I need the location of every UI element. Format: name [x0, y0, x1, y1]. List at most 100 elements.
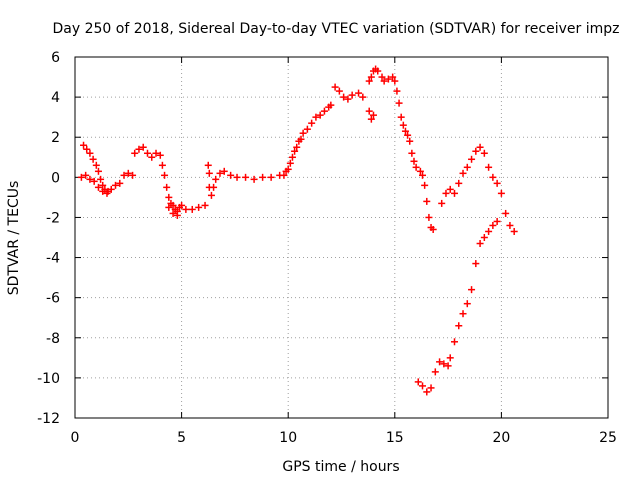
data-point-117	[419, 382, 427, 390]
x-tick-label-2: 10	[279, 430, 297, 446]
chart-title: Day 250 of 2018, Sidereal Day-to-day VTE…	[53, 21, 620, 37]
data-point-57	[242, 173, 250, 181]
y-tick-label-5: -2	[46, 210, 60, 226]
data-point-4	[94, 183, 102, 191]
data-point-142	[463, 163, 471, 171]
data-point-74	[280, 171, 288, 179]
data-point-140	[455, 179, 463, 187]
data-point-27	[148, 153, 156, 161]
x-tick-label-4: 20	[492, 430, 510, 446]
data-point-10	[120, 171, 128, 179]
data-point-2	[86, 175, 94, 183]
data-point-123	[444, 362, 452, 370]
data-point-107	[419, 171, 427, 179]
data-point-59	[259, 173, 267, 181]
data-point-138	[446, 185, 454, 193]
data-point-148	[489, 173, 497, 181]
data-point-95	[391, 77, 399, 85]
y-tick-label-0: -12	[37, 411, 60, 427]
data-point-73	[327, 101, 335, 109]
data-point-8	[112, 181, 120, 189]
data-point-23	[131, 149, 139, 157]
data-point-19	[97, 175, 105, 183]
data-point-13	[80, 141, 88, 149]
data-point-66	[299, 129, 307, 137]
data-point-133	[485, 227, 493, 235]
data-point-15	[86, 149, 94, 157]
data-point-63	[286, 159, 294, 167]
data-point-79	[331, 83, 339, 91]
data-point-144	[472, 147, 480, 155]
data-point-32	[163, 183, 171, 191]
data-point-122	[440, 360, 448, 368]
data-point-125	[450, 338, 458, 346]
data-point-153	[510, 227, 518, 235]
data-point-1	[82, 171, 90, 179]
y-tick-label-9: 6	[51, 50, 60, 66]
data-point-28	[152, 149, 160, 157]
data-point-24	[135, 145, 143, 153]
data-point-76	[288, 153, 296, 161]
data-point-47	[204, 161, 212, 169]
data-point-46	[173, 211, 181, 219]
data-point-91	[378, 73, 386, 81]
data-point-84	[355, 89, 363, 97]
data-point-44	[165, 203, 173, 211]
data-point-105	[412, 163, 420, 171]
data-point-114	[367, 115, 375, 123]
data-point-18	[94, 167, 102, 175]
data-point-110	[425, 213, 433, 221]
data-point-20	[99, 181, 107, 189]
data-point-33	[165, 193, 173, 201]
data-point-75	[284, 165, 292, 173]
data-point-22	[104, 187, 112, 195]
data-point-39	[178, 201, 186, 209]
data-point-43	[201, 201, 209, 209]
data-point-52	[212, 175, 220, 183]
y-tick-label-4: -4	[46, 251, 60, 267]
y-tick-label-1: -10	[37, 371, 60, 387]
data-point-150	[497, 189, 505, 197]
data-point-94	[389, 73, 397, 81]
data-point-26	[143, 149, 151, 157]
data-point-104	[410, 157, 418, 165]
data-point-121	[436, 358, 444, 366]
data-point-101	[404, 131, 412, 139]
data-point-54	[220, 167, 228, 175]
data-point-151	[502, 209, 510, 217]
data-point-139	[450, 189, 458, 197]
y-tick-label-8: 4	[51, 90, 60, 106]
data-point-68	[308, 119, 316, 127]
data-point-29	[156, 151, 164, 159]
data-point-129	[468, 286, 476, 294]
data-point-98	[397, 113, 405, 121]
data-point-115	[369, 111, 377, 119]
data-point-116	[414, 378, 422, 386]
data-point-69	[312, 113, 320, 121]
data-point-55	[227, 171, 235, 179]
data-point-25	[139, 143, 147, 151]
data-point-128	[463, 300, 471, 308]
data-point-50	[207, 191, 215, 199]
data-point-97	[395, 99, 403, 107]
data-point-126	[455, 322, 463, 330]
data-point-130	[472, 260, 480, 268]
data-point-40	[182, 205, 190, 213]
data-point-81	[340, 93, 348, 101]
data-point-87	[367, 73, 375, 81]
data-point-35	[169, 201, 177, 209]
data-point-124	[446, 354, 454, 362]
data-point-60	[267, 173, 275, 181]
data-point-112	[429, 225, 437, 233]
data-point-53	[216, 169, 224, 177]
data-point-9	[116, 179, 124, 187]
data-point-67	[303, 125, 311, 133]
data-point-137	[442, 189, 450, 197]
grid-lines	[75, 57, 608, 418]
data-point-71	[320, 107, 328, 115]
y-tick-label-3: -6	[46, 291, 60, 307]
data-point-141	[459, 169, 467, 177]
data-point-85	[359, 93, 367, 101]
x-tick-label-1: 5	[177, 430, 186, 446]
